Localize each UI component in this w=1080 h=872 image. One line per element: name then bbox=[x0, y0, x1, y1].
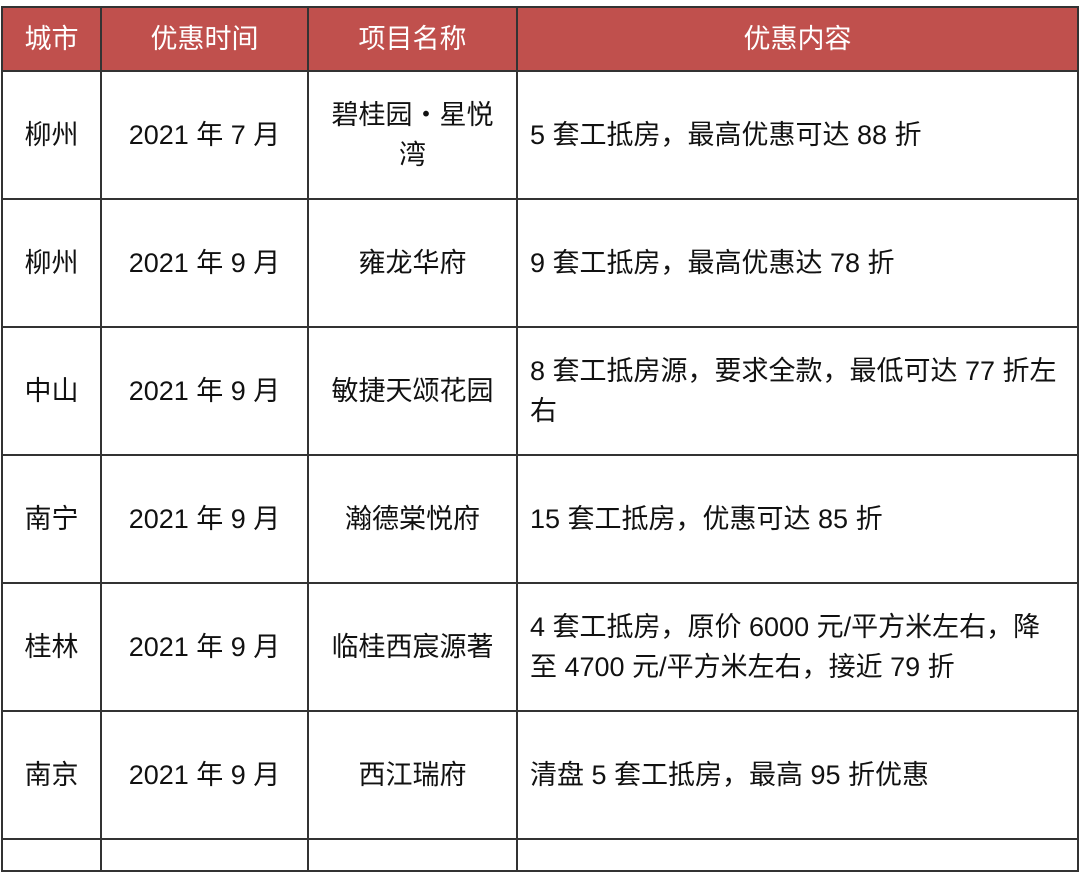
cell-project: 碧桂园・星悦湾 bbox=[307, 70, 518, 200]
cell-city: 桂林 bbox=[1, 582, 102, 712]
cell-city: 柳州 bbox=[1, 198, 102, 328]
cell-city: 中山 bbox=[1, 326, 102, 456]
empty-cell bbox=[1, 838, 102, 872]
cell-city: 柳州 bbox=[1, 70, 102, 200]
header-content: 优惠内容 bbox=[516, 6, 1079, 72]
cell-project: 西江瑞府 bbox=[307, 710, 518, 840]
cell-content: 清盘 5 套工抵房，最高 95 折优惠 bbox=[516, 710, 1079, 840]
cell-content: 5 套工抵房，最高优惠可达 88 折 bbox=[516, 70, 1079, 200]
cell-time: 2021 年 9 月 bbox=[100, 582, 309, 712]
cell-content: 9 套工抵房，最高优惠达 78 折 bbox=[516, 198, 1079, 328]
header-project: 项目名称 bbox=[307, 6, 518, 72]
cell-content: 15 套工抵房，优惠可达 85 折 bbox=[516, 454, 1079, 584]
table-row: 南京 2021 年 9 月西江瑞府 清盘 5 套工抵房，最高 95 折优惠 bbox=[1, 710, 1079, 840]
cell-city: 南京 bbox=[1, 710, 102, 840]
empty-cell bbox=[307, 838, 518, 872]
header-city: 城市 bbox=[1, 6, 102, 72]
table-row: 中山 2021 年 9 月敏捷天颂花园 8 套工抵房源，要求全款，最低可达 77 折… bbox=[1, 326, 1079, 456]
empty-cell bbox=[516, 838, 1079, 872]
discount-table: 城市 优惠时间 项目名称 优惠内容 柳州 2021 年 7 月碧桂园・星悦湾 5 套… bbox=[1, 6, 1079, 872]
header-row: 城市 优惠时间 项目名称 优惠内容 bbox=[1, 6, 1079, 72]
cell-content: 8 套工抵房源，要求全款，最低可达 77 折左右 bbox=[516, 326, 1079, 456]
cell-time: 2021 年 9 月 bbox=[100, 710, 309, 840]
cell-content: 4 套工抵房，原价 6000 元/平方米左右，降至 4700 元/平方米左右，接… bbox=[516, 582, 1079, 712]
cell-project: 瀚德棠悦府 bbox=[307, 454, 518, 584]
cell-city: 南宁 bbox=[1, 454, 102, 584]
empty-cell bbox=[100, 838, 309, 872]
table-row: 南宁 2021 年 9 月瀚德棠悦府 15 套工抵房，优惠可达 85 折 bbox=[1, 454, 1079, 584]
cell-project: 雍龙华府 bbox=[307, 198, 518, 328]
table-row: 柳州 2021 年 7 月碧桂园・星悦湾 5 套工抵房，最高优惠可达 88 折 bbox=[1, 70, 1079, 200]
table-row-cut-off bbox=[1, 838, 1079, 872]
table-row: 桂林 2021 年 9 月临桂西宸源著 4 套工抵房，原价 6000 元/平方米左右… bbox=[1, 582, 1079, 712]
cell-project: 敏捷天颂花园 bbox=[307, 326, 518, 456]
table-row: 柳州 2021 年 9 月雍龙华府 9 套工抵房，最高优惠达 78 折 bbox=[1, 198, 1079, 328]
cell-project: 临桂西宸源著 bbox=[307, 582, 518, 712]
cell-time: 2021 年 7 月 bbox=[100, 70, 309, 200]
cell-time: 2021 年 9 月 bbox=[100, 198, 309, 328]
cell-time: 2021 年 9 月 bbox=[100, 326, 309, 456]
cell-time: 2021 年 9 月 bbox=[100, 454, 309, 584]
header-time: 优惠时间 bbox=[100, 6, 309, 72]
